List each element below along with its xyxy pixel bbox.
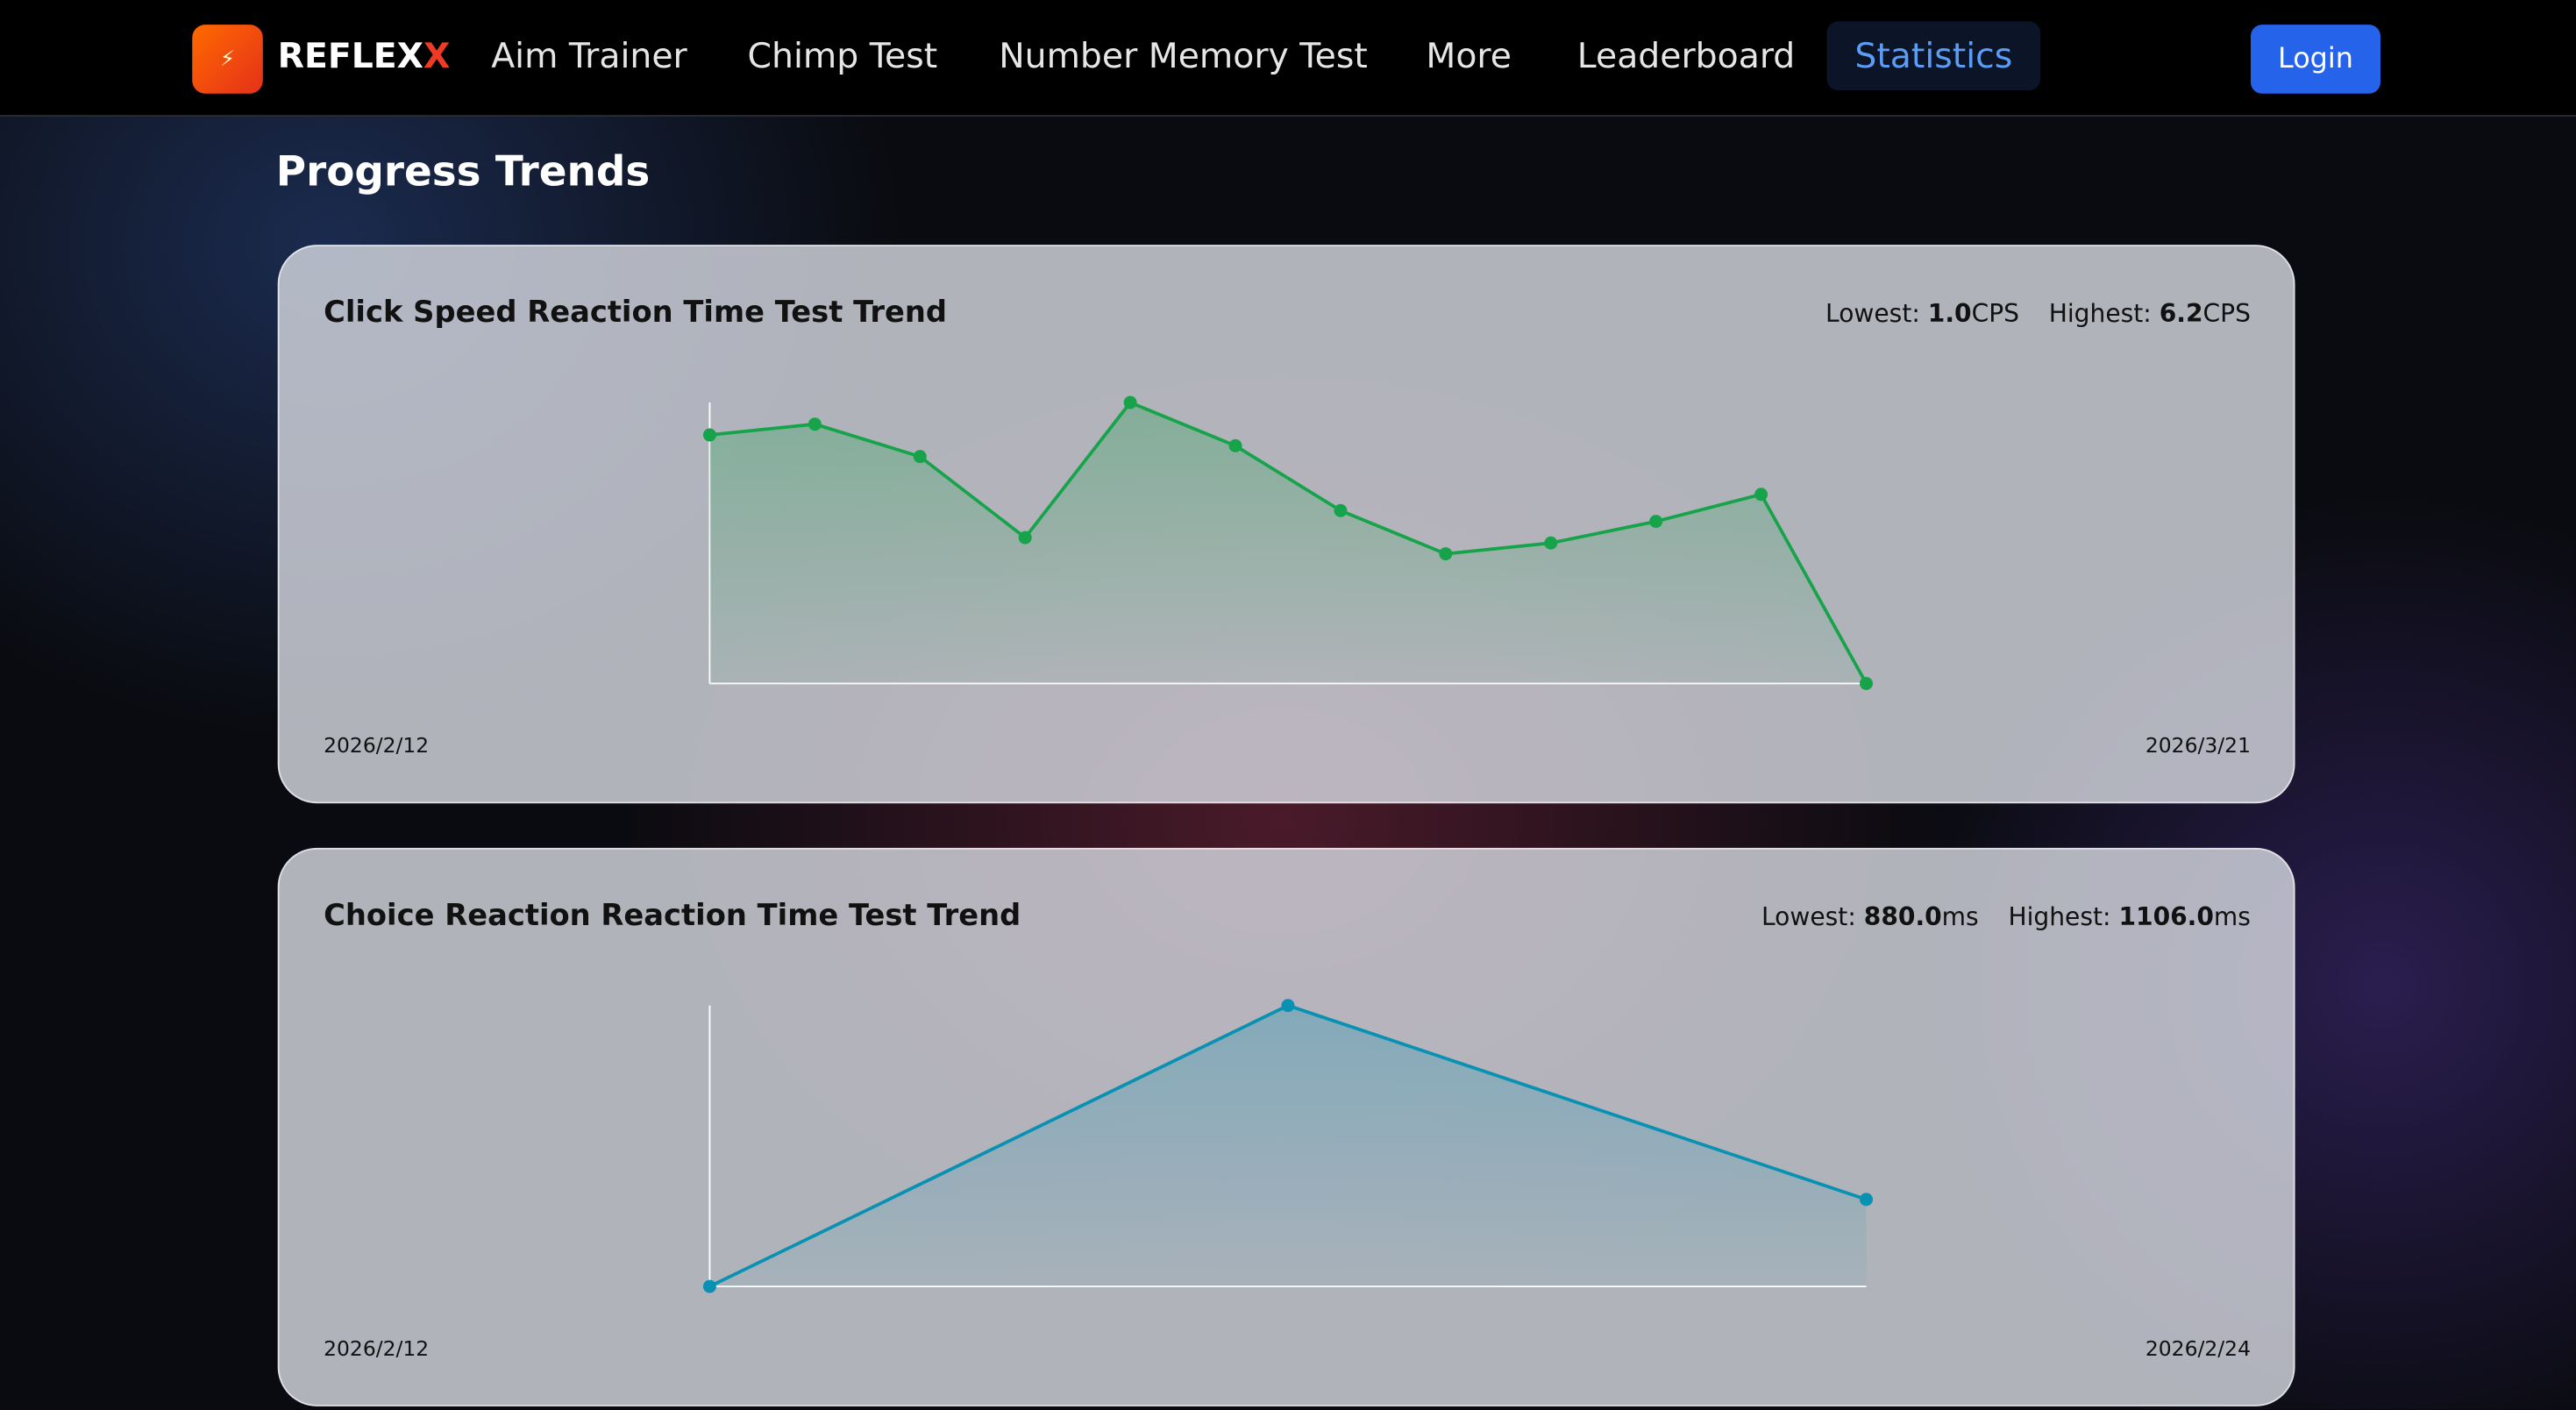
data-point bbox=[702, 428, 716, 442]
trend-line bbox=[709, 400, 1868, 685]
login-button[interactable]: Login bbox=[2250, 25, 2380, 94]
trend-card: Choice Reaction Reaction Time Test Trend… bbox=[277, 847, 2295, 1406]
stat-value: 1.0 bbox=[1927, 299, 1972, 329]
stat-unit: CPS bbox=[1971, 299, 2020, 329]
trend-chart bbox=[702, 395, 1874, 690]
brand-name: REFLEX bbox=[277, 36, 424, 76]
data-point bbox=[702, 1279, 716, 1293]
page-title: Progress Trends bbox=[275, 147, 651, 196]
stat-value: 880.0 bbox=[1863, 901, 1942, 932]
stat-label: Lowest: bbox=[1761, 901, 1856, 932]
nav-link[interactable]: Leaderboard bbox=[1576, 36, 1796, 76]
stat-unit: CPS bbox=[2202, 299, 2251, 329]
data-point bbox=[1228, 438, 1242, 452]
stat-label: Highest: bbox=[2048, 299, 2152, 329]
brand-accent: X bbox=[423, 36, 451, 76]
nav-link[interactable]: Number Memory Test bbox=[999, 36, 1368, 76]
data-point bbox=[1860, 676, 1874, 690]
trend-chart bbox=[702, 999, 1874, 1293]
data-point bbox=[1281, 999, 1295, 1013]
stat-value: 1106.0 bbox=[2118, 901, 2214, 932]
navbar: ⚡ REFLEXX Aim Trainer Chimp Test Number … bbox=[0, 0, 2576, 118]
trend-card: Click Speed Reaction Time Test Trend Lowe… bbox=[277, 245, 2295, 804]
data-point bbox=[808, 417, 822, 431]
end-date: 2026/2/24 bbox=[2145, 1335, 2251, 1361]
stat-unit: ms bbox=[2213, 901, 2251, 932]
stat-unit: ms bbox=[1941, 901, 1979, 932]
stats: Lowest: 880.0ms Highest: 1106.0ms bbox=[1761, 902, 2251, 932]
end-date: 2026/3/21 bbox=[2145, 732, 2251, 758]
stat-value: 6.2 bbox=[2159, 299, 2203, 329]
nav-link-active[interactable]: Statistics bbox=[1826, 21, 2041, 91]
area-fill bbox=[709, 402, 1867, 684]
stats: Lowest: 1.0CPS Highest: 6.2CPS bbox=[1825, 299, 2251, 329]
data-point bbox=[1018, 531, 1032, 545]
data-point bbox=[1649, 515, 1663, 529]
data-point bbox=[1123, 395, 1137, 409]
start-date: 2026/2/12 bbox=[324, 732, 430, 758]
stat-label: Lowest: bbox=[1825, 299, 1920, 329]
data-point bbox=[1544, 536, 1558, 550]
card-title: Choice Reaction Reaction Time Test Trend bbox=[324, 898, 1021, 934]
area-fill bbox=[709, 1005, 1867, 1287]
data-point bbox=[1754, 488, 1768, 502]
nav-link[interactable]: More bbox=[1426, 36, 1512, 76]
start-date: 2026/2/12 bbox=[324, 1335, 430, 1361]
logo[interactable]: ⚡ bbox=[192, 25, 263, 94]
data-point bbox=[1334, 503, 1348, 517]
stat-label: Highest: bbox=[2008, 901, 2111, 932]
card-title: Click Speed Reaction Time Test Trend bbox=[324, 296, 948, 331]
data-point bbox=[1860, 1193, 1874, 1207]
nav-link[interactable]: Aim Trainer bbox=[491, 36, 687, 76]
nav-link[interactable]: Chimp Test bbox=[747, 36, 938, 76]
brand[interactable]: REFLEXX bbox=[278, 36, 451, 75]
data-point bbox=[1439, 547, 1453, 561]
data-point bbox=[913, 450, 927, 464]
